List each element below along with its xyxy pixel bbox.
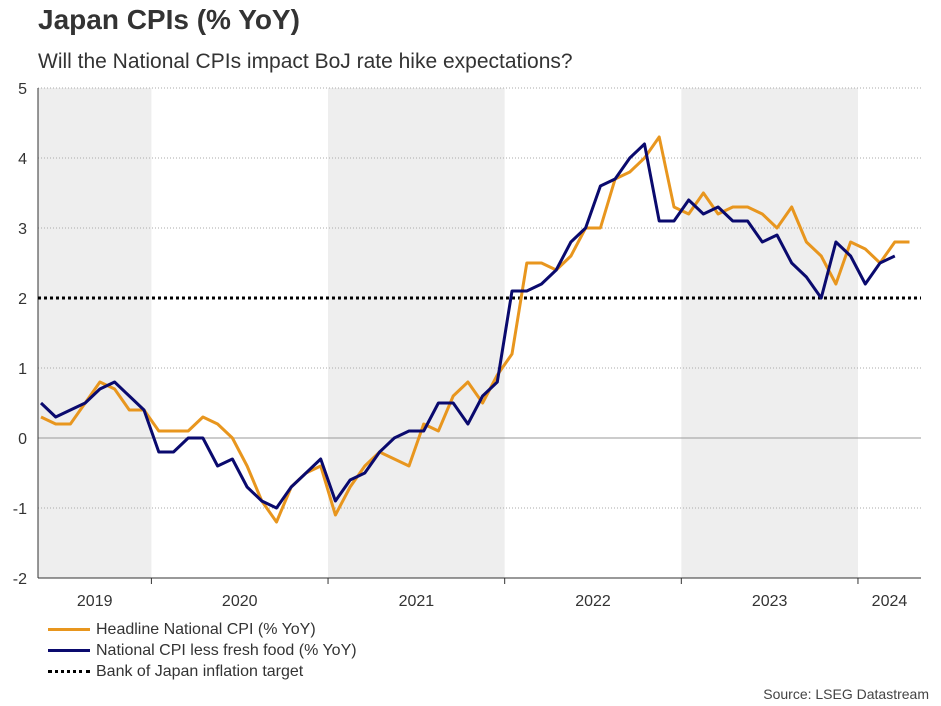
legend-item-target: Bank of Japan inflation target [48,661,357,682]
legend-label-target: Bank of Japan inflation target [96,662,304,680]
legend-item-core: National CPI less fresh food (% YoY) [48,640,357,661]
y-tick-label: -2 [13,571,27,588]
chart-title: Japan CPIs (% YoY) [38,4,300,35]
y-tick-label: 4 [18,151,27,168]
legend-swatch-target [48,670,90,673]
year-shade-2019 [38,88,152,578]
legend-swatch-headline [48,628,90,631]
legend: Headline National CPI (% YoY) National C… [48,619,357,682]
gridlines [37,87,921,579]
y-tick-label: 5 [18,81,27,98]
x-tick-label: 2019 [77,593,113,610]
year-shading [38,88,858,578]
year-shade-2023 [681,88,858,578]
y-tick-label: 0 [18,431,27,448]
x-axis-labels: 2019 2020 2021 2022 2023 2024 [77,578,907,610]
x-tick-label: 2021 [399,593,435,610]
legend-label-core: National CPI less fresh food (% YoY) [96,641,357,659]
series-line-headline [40,135,910,524]
y-tick-label: 3 [18,221,27,238]
series-line-core [39,142,896,510]
x-tick-label: 2022 [575,593,611,610]
y-tick-label: 1 [18,361,27,378]
y-tick-label: -1 [13,501,27,518]
series-lines [38,135,921,524]
chart-subtitle: Will the National CPIs impact BoJ rate h… [38,50,573,73]
x-tick-label: 2024 [872,593,908,610]
legend-label-headline: Headline National CPI (% YoY) [96,620,316,638]
x-tick-label: 2023 [752,593,788,610]
x-tick-label: 2020 [222,593,258,610]
y-axis-labels: -2 -1 0 1 2 3 4 5 [13,81,27,588]
legend-swatch-core [48,649,90,652]
legend-item-headline: Headline National CPI (% YoY) [48,619,357,640]
y-tick-label: 2 [18,291,27,308]
source-note: Source: LSEG Datastream [763,686,929,702]
year-shade-2021 [328,88,505,578]
